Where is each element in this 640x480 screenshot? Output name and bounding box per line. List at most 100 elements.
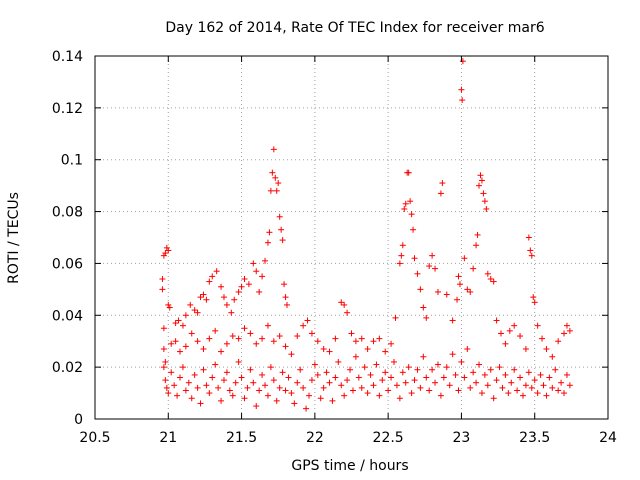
x-tick-label: 22 xyxy=(306,430,324,446)
data-point xyxy=(473,242,480,249)
data-point xyxy=(376,335,383,342)
data-point xyxy=(278,226,285,233)
data-point xyxy=(566,327,573,334)
data-point xyxy=(282,343,289,350)
y-tick-label: 0.14 xyxy=(52,49,83,65)
data-point xyxy=(401,205,408,212)
data-point xyxy=(376,392,383,399)
data-point xyxy=(464,286,471,293)
data-point xyxy=(220,377,227,384)
data-point xyxy=(525,234,532,241)
data-point xyxy=(370,338,377,345)
data-point xyxy=(163,384,170,391)
data-point xyxy=(449,351,456,358)
data-point xyxy=(229,333,236,340)
data-point xyxy=(531,299,538,306)
data-point xyxy=(250,260,257,267)
data-point xyxy=(256,387,263,394)
data-point xyxy=(162,250,169,257)
data-point xyxy=(514,387,521,394)
data-point xyxy=(303,405,310,412)
data-point xyxy=(352,353,359,360)
data-point xyxy=(546,374,553,381)
data-point xyxy=(499,384,506,391)
data-point xyxy=(552,366,559,373)
data-point xyxy=(455,387,462,394)
data-point xyxy=(206,335,213,342)
data-point xyxy=(256,288,263,295)
data-point xyxy=(393,382,400,389)
data-point xyxy=(452,371,459,378)
data-point xyxy=(361,364,368,371)
y-tick-label: 0.02 xyxy=(52,360,83,376)
data-point xyxy=(355,374,362,381)
data-point xyxy=(434,288,441,295)
data-point xyxy=(314,371,321,378)
data-point xyxy=(335,358,342,365)
data-point xyxy=(247,330,254,337)
data-point xyxy=(262,382,269,389)
data-point xyxy=(528,252,535,259)
data-point xyxy=(276,333,283,340)
data-point xyxy=(470,265,477,272)
data-point xyxy=(437,392,444,399)
data-point xyxy=(525,369,532,376)
data-point xyxy=(177,348,184,355)
data-point xyxy=(531,377,538,384)
data-point xyxy=(253,268,260,275)
x-tick-label: 21 xyxy=(159,430,177,446)
data-point xyxy=(272,174,279,181)
data-point xyxy=(212,361,219,368)
data-point xyxy=(420,353,427,360)
data-point xyxy=(308,330,315,337)
data-point xyxy=(382,348,389,355)
data-point xyxy=(188,395,195,402)
data-point xyxy=(231,296,238,303)
data-point xyxy=(344,377,351,384)
data-point xyxy=(282,294,289,301)
data-point xyxy=(282,387,289,394)
data-point xyxy=(294,379,301,386)
data-point xyxy=(473,379,480,386)
data-point xyxy=(388,340,395,347)
data-point xyxy=(238,283,245,290)
data-point xyxy=(304,317,311,324)
data-point xyxy=(165,301,172,308)
x-tick-label: 20.5 xyxy=(79,430,110,446)
data-point xyxy=(194,384,201,391)
axis-ticks: 20.5 21 21.5 22 22.5 23 23.5 24 0 0.02 0.04 0.06 0.0… xyxy=(52,49,617,446)
data-point xyxy=(160,345,167,352)
data-point xyxy=(364,390,371,397)
data-point xyxy=(245,281,252,288)
data-point xyxy=(439,180,446,187)
data-point xyxy=(166,304,173,311)
data-point xyxy=(288,390,295,397)
data-point xyxy=(308,377,315,384)
data-point xyxy=(270,377,277,384)
data-point xyxy=(212,327,219,334)
data-point xyxy=(405,169,412,176)
data-point xyxy=(209,374,216,381)
data-point xyxy=(458,86,465,93)
data-point xyxy=(480,190,487,197)
data-point xyxy=(238,374,245,381)
data-point xyxy=(220,294,227,301)
data-point xyxy=(275,180,282,187)
data-point xyxy=(311,361,318,368)
x-tick-label: 23 xyxy=(453,430,471,446)
data-point xyxy=(300,384,307,391)
data-point xyxy=(226,387,233,394)
data-point xyxy=(423,374,430,381)
data-point xyxy=(241,395,248,402)
data-point xyxy=(408,390,415,397)
data-point xyxy=(203,296,210,303)
data-point xyxy=(410,226,417,233)
data-point xyxy=(474,231,481,238)
data-point xyxy=(314,338,321,345)
data-point xyxy=(332,374,339,381)
data-point xyxy=(228,309,235,316)
data-point xyxy=(253,403,260,410)
data-point xyxy=(165,390,172,397)
data-point xyxy=(163,244,170,251)
data-point xyxy=(459,97,466,104)
